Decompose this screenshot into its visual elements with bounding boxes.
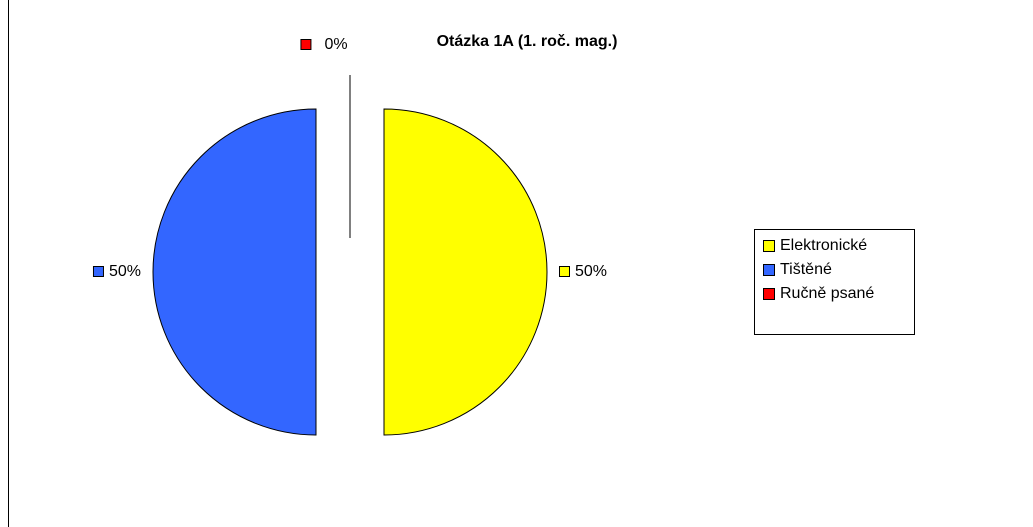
data-label-key	[92, 266, 104, 277]
data-label-key	[559, 266, 570, 277]
data-label-key	[300, 39, 312, 50]
legend-key	[763, 240, 775, 252]
pie-slice	[152, 108, 317, 436]
data-label: 50%	[575, 263, 607, 280]
legend-label: Elektronické	[780, 237, 867, 254]
legend-key	[763, 264, 775, 276]
legend-box	[754, 229, 915, 335]
legend-label: Tištěné	[780, 261, 832, 278]
data-label: 50%	[109, 263, 141, 280]
legend-key	[763, 288, 775, 300]
data-label: 0%	[324, 36, 347, 53]
legend-label: Ručně psané	[780, 285, 874, 302]
chart-title: Otázka 1A (1. roč. mag.)	[437, 33, 618, 50]
pie-slice	[383, 108, 548, 436]
